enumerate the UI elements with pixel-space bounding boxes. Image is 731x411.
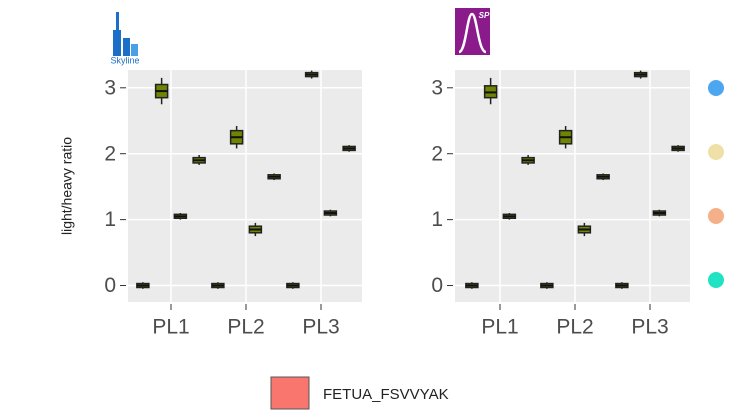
y-tick-label: 0	[431, 274, 443, 297]
y-tick-label: 1	[431, 208, 443, 231]
y-tick-label: 2	[104, 142, 116, 165]
legend-dot	[708, 144, 724, 160]
x-tick-label: PL1	[152, 316, 189, 339]
legend-dot	[708, 80, 724, 96]
plot-background	[455, 70, 690, 302]
legend-dot	[708, 272, 724, 288]
legend-swatch	[270, 376, 310, 410]
x-tick-label: PL1	[481, 316, 518, 339]
logo-text: Skyline	[110, 55, 139, 65]
y-tick-label: 3	[431, 76, 443, 99]
sp-logo: SP	[455, 8, 490, 55]
legend-label: FETUA_FSVVYAK	[323, 386, 449, 403]
y-tick-label: 3	[104, 76, 116, 99]
plot-background	[128, 70, 362, 302]
x-tick-label: PL2	[227, 316, 264, 339]
skyline-logo: Skyline	[110, 12, 140, 65]
y-tick-label: 0	[104, 274, 116, 297]
y-tick-label: 2	[431, 142, 443, 165]
y-tick-label: 1	[104, 208, 116, 231]
y-axis-label: light/heavy ratio	[59, 137, 75, 235]
x-tick-label: PL3	[631, 316, 668, 339]
legend-dot	[708, 208, 724, 224]
logo-text: SP	[479, 11, 490, 20]
x-tick-label: PL2	[556, 316, 593, 339]
x-tick-label: PL3	[302, 316, 339, 339]
